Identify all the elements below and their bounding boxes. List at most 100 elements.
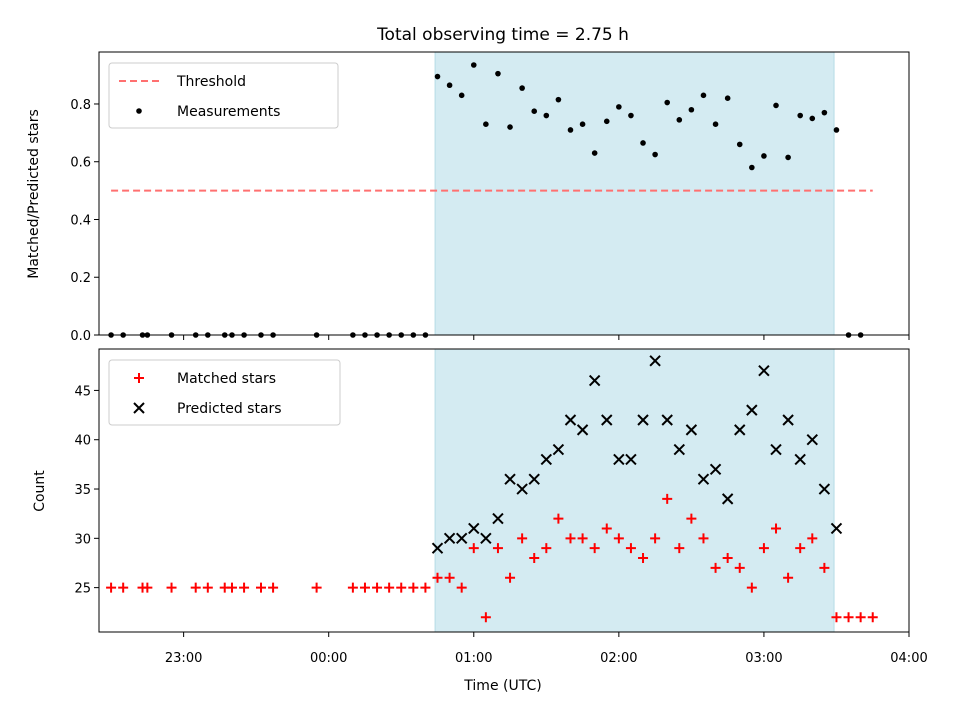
matched-stars-point xyxy=(819,562,830,573)
predicted-stars-point xyxy=(504,473,516,485)
matched-stars-point xyxy=(662,493,673,504)
matched-stars-point xyxy=(505,572,516,583)
measurements-point xyxy=(736,141,743,148)
matched-stars-point xyxy=(202,582,213,593)
top-legend: Threshold Measurements xyxy=(108,62,339,129)
top-y-axis-label: Matched/Predicted stars xyxy=(26,109,42,279)
matched-stars-point xyxy=(686,513,697,524)
predicted-stars-point xyxy=(818,483,831,495)
y-tick-label: 40 xyxy=(74,434,91,449)
measurements-point xyxy=(712,121,719,127)
matched-stars-point xyxy=(190,582,201,593)
legend-measurements-label: Measurements xyxy=(177,104,280,120)
predicted-stars-point xyxy=(685,424,698,436)
matched-stars-point xyxy=(710,562,721,573)
legend-box xyxy=(108,62,339,129)
measurements-point xyxy=(749,164,755,171)
predicted-stars-point xyxy=(601,414,613,426)
matched-stars-point xyxy=(396,582,407,593)
matched-stars-point xyxy=(807,533,818,544)
measurements-point xyxy=(495,70,501,77)
matched-stars-point xyxy=(468,543,479,554)
matched-stars-point xyxy=(106,582,117,593)
predicted-stars-point xyxy=(794,453,806,466)
matched-stars-point xyxy=(432,572,443,583)
measurements-point xyxy=(664,99,671,106)
matched-stars-point xyxy=(867,612,878,623)
predicted-stars-point xyxy=(673,443,686,456)
predicted-stars-point xyxy=(528,473,540,485)
matched-stars-point xyxy=(118,582,129,593)
legend-threshold-label: Threshold xyxy=(176,74,246,90)
bottom-plot-frame xyxy=(98,348,910,633)
matched-stars-point xyxy=(444,572,455,583)
measurements-point xyxy=(579,121,586,127)
top-plot-frame xyxy=(98,51,910,336)
matched-stars-point xyxy=(722,553,733,564)
y-tick-label: 0.4 xyxy=(70,213,91,228)
predicted-stars-point xyxy=(697,473,710,485)
matched-stars-point xyxy=(674,543,685,554)
measurements-point xyxy=(446,82,453,89)
matched-stars-point xyxy=(408,582,419,593)
matched-stars-point xyxy=(166,582,177,593)
predicted-stars-point xyxy=(806,434,818,446)
measurements-point xyxy=(809,115,816,122)
matched-stars-point xyxy=(843,612,854,623)
predicted-stars-point xyxy=(455,532,468,545)
measurements-point xyxy=(700,92,707,99)
predicted-stars-point xyxy=(468,522,480,535)
legend-matched-stars-swatch xyxy=(134,373,144,383)
observing-window-band-top xyxy=(434,51,835,336)
predicted-stars-point xyxy=(540,453,553,466)
measurements-point xyxy=(483,121,489,127)
matched-stars-point xyxy=(746,582,757,593)
x-tick-label: 01:00 xyxy=(455,651,492,666)
legend-predicted-stars-label: Predicted stars xyxy=(177,401,282,417)
bottom-panel: 25 30 35 40 45 23:00 00:00 01:00 02:00 03:00 04:0… xyxy=(32,348,928,666)
measurements-point xyxy=(507,124,513,130)
predicted-stars-point xyxy=(770,443,782,456)
matched-stars-point xyxy=(795,543,806,554)
matched-stars-point xyxy=(565,533,576,544)
x-tick-label: 23:00 xyxy=(165,651,202,666)
bottom-y-axis-label: Count xyxy=(32,470,48,512)
y-tick-label: 30 xyxy=(74,532,91,547)
legend-matched-stars-label: Matched stars xyxy=(177,371,276,387)
predicted-stars-point xyxy=(480,532,492,545)
y-tick-label: 0.6 xyxy=(70,156,91,171)
measurements-point xyxy=(676,117,683,123)
predicted-stars-point xyxy=(564,414,577,426)
y-tick-label: 0.8 xyxy=(70,98,91,113)
predicted-stars-point xyxy=(576,424,589,436)
measurements-point xyxy=(591,150,598,156)
x-tick-label: 02:00 xyxy=(600,651,637,666)
measurements-point xyxy=(688,106,695,113)
predicted-stars-point xyxy=(709,463,722,476)
measurements-point xyxy=(640,140,646,146)
matched-stars-point xyxy=(698,533,709,544)
y-tick-label: 25 xyxy=(74,582,91,597)
matched-stars-point xyxy=(456,582,467,593)
matched-stars-point xyxy=(589,543,600,554)
y-tick-label: 0.0 xyxy=(70,329,91,344)
matched-stars-point xyxy=(758,543,769,554)
matched-stars-point xyxy=(384,582,395,593)
matched-stars-point xyxy=(553,513,564,524)
measurements-point xyxy=(628,112,634,119)
legend-box xyxy=(108,359,341,426)
matched-stars-point xyxy=(226,582,237,593)
matched-stars-point xyxy=(613,533,624,544)
x-tick-label: 04:00 xyxy=(890,651,927,666)
matched-stars-point xyxy=(625,543,636,554)
measurements-point xyxy=(616,104,622,110)
measurements-point xyxy=(833,127,840,133)
matched-stars-point xyxy=(268,582,279,593)
predicted-stars-point xyxy=(661,414,673,426)
matched-stars-point xyxy=(601,523,612,534)
matched-stars-point xyxy=(855,612,866,623)
matched-stars-point xyxy=(480,612,491,623)
measurements-point xyxy=(458,92,465,99)
matched-stars-point xyxy=(372,582,383,593)
bottom-legend: Matched stars Predicted stars xyxy=(108,359,341,426)
